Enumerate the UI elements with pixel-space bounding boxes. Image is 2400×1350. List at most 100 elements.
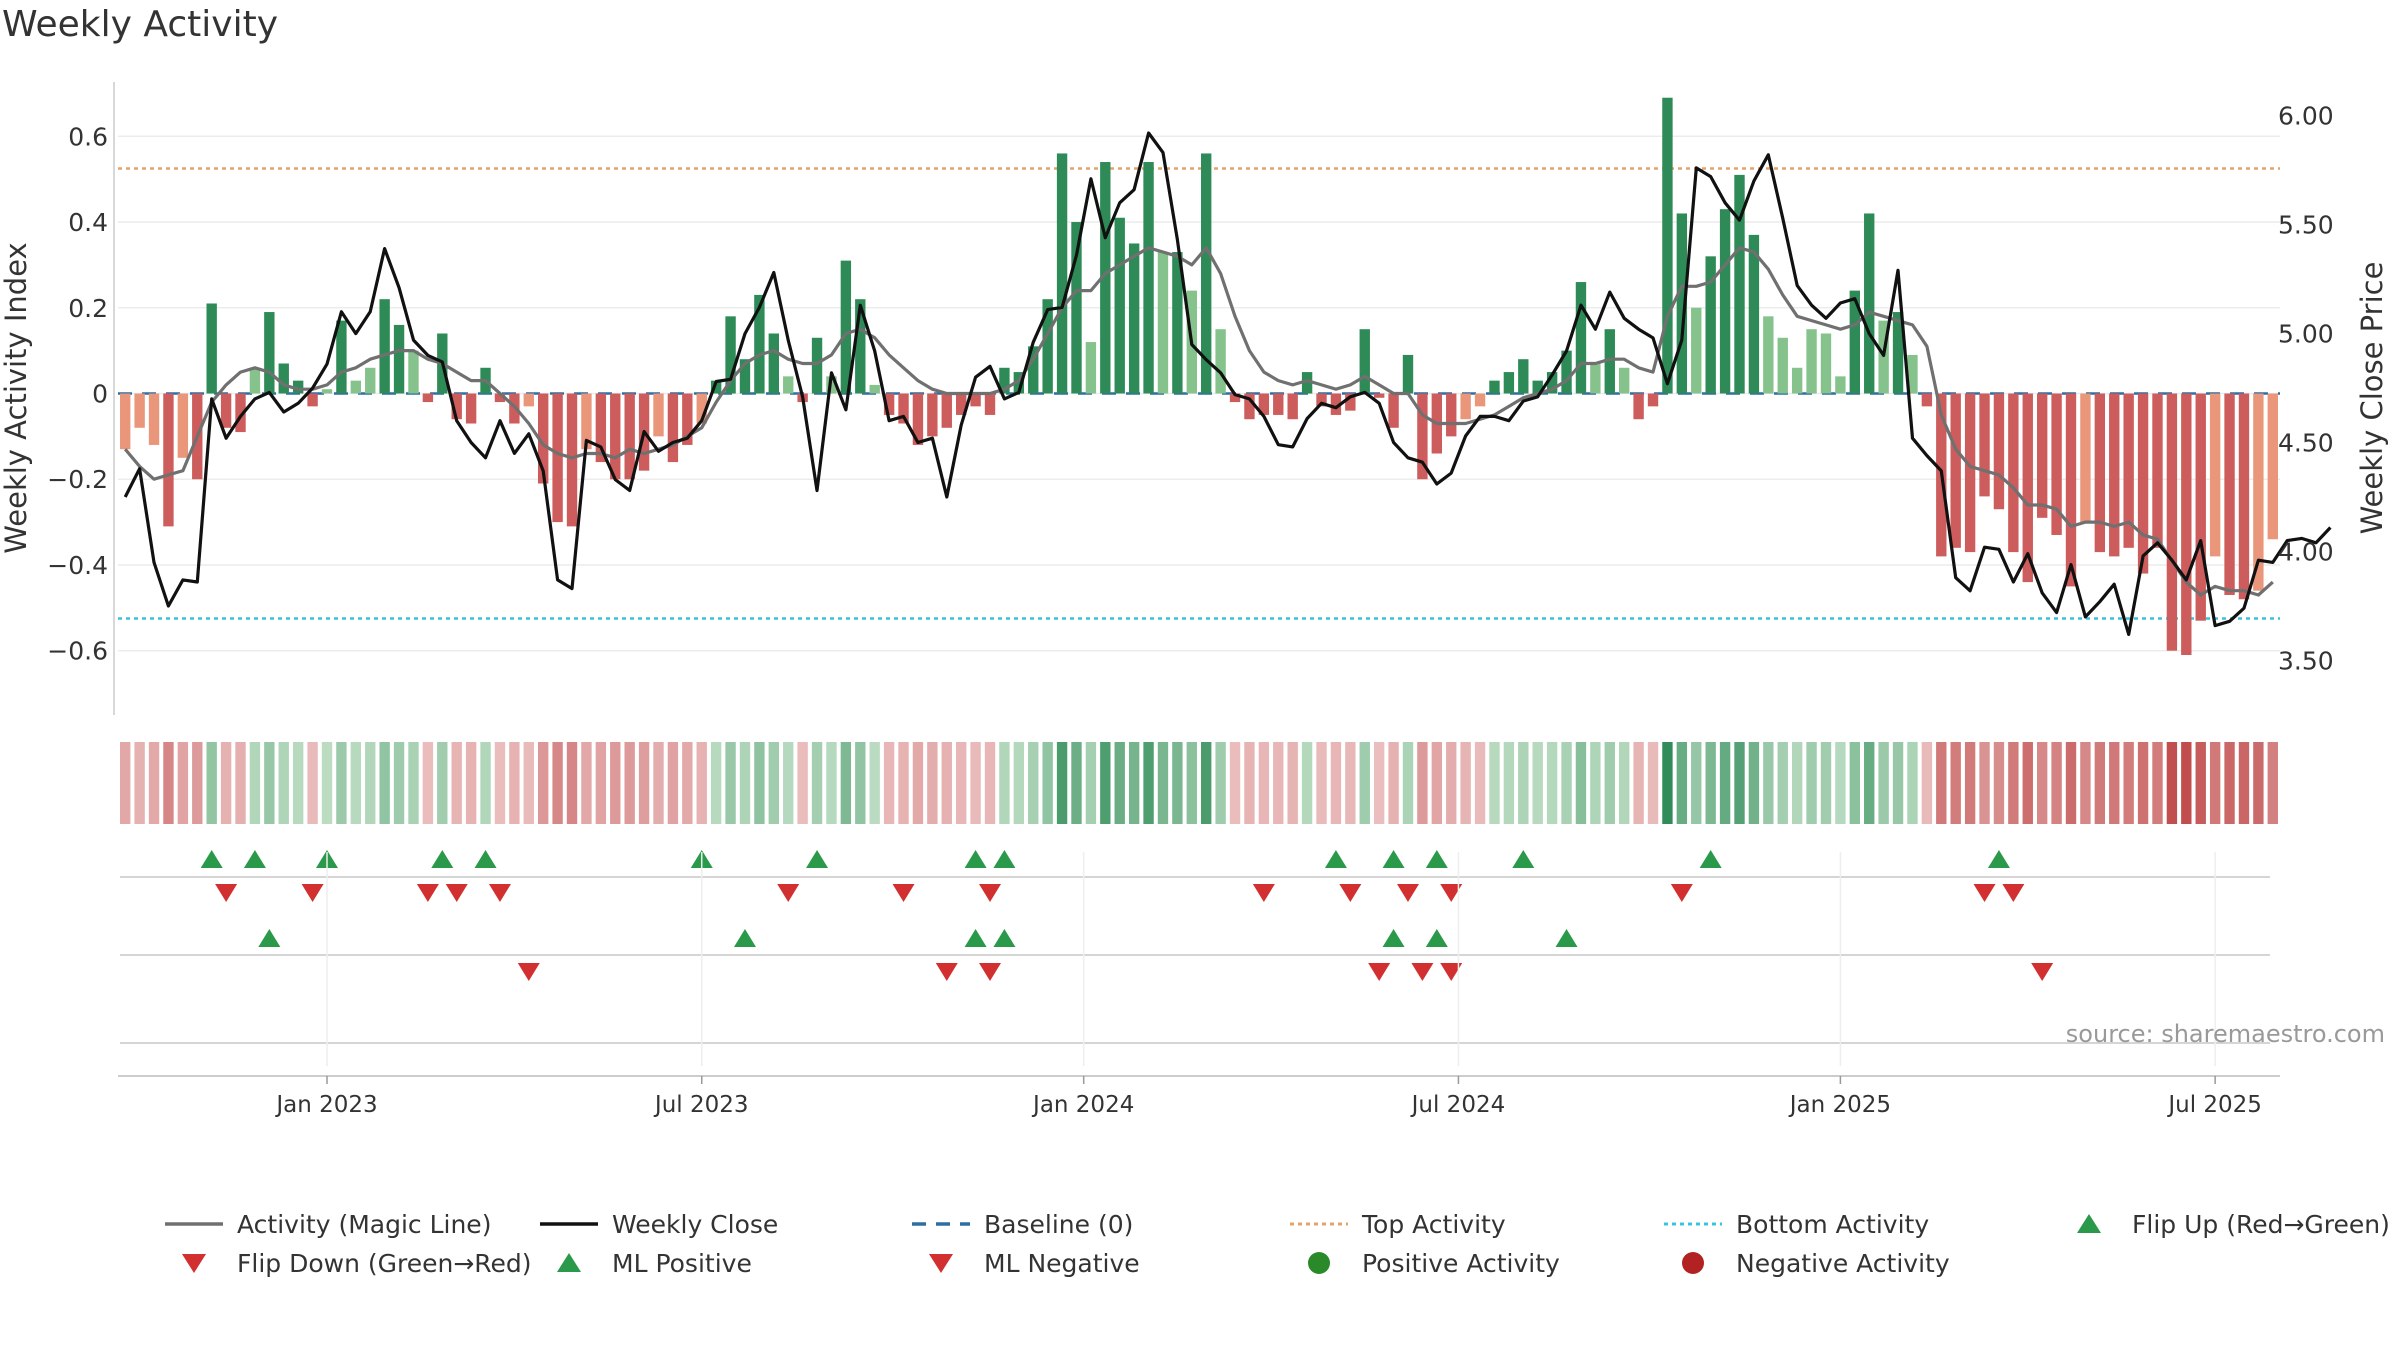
flip-down-marker — [301, 884, 324, 902]
activity-bar — [249, 367, 261, 394]
activity-bar — [1172, 252, 1183, 394]
left-tick-label: 0 — [92, 380, 108, 409]
heat-cell — [581, 742, 592, 824]
heat-cell — [667, 742, 679, 824]
heat-cell — [2036, 742, 2048, 824]
heat-cell — [1128, 742, 1140, 824]
heat-cell — [1806, 742, 1817, 824]
activity-bar — [1388, 393, 1399, 428]
flip-down-marker — [1396, 884, 1419, 902]
flip-down-marker — [445, 884, 468, 902]
activity-bar — [148, 393, 160, 445]
heat-cell — [2253, 742, 2264, 824]
activity-bar — [1878, 320, 1889, 394]
flip-down-marker — [777, 884, 800, 902]
heat-cell — [422, 742, 434, 824]
heat-cell — [1446, 742, 1457, 824]
ml-negative-marker — [1411, 963, 1434, 981]
activity-bar — [1028, 346, 1039, 394]
axes: 0.6 0.4 0.2 0 −0.2 −0.4 −0.6 6.00 5.50 5.00 4.50 4.… — [0, 82, 2389, 715]
activity-bar — [408, 350, 419, 394]
heat-cell — [1676, 742, 1688, 824]
activity-bar — [855, 299, 866, 394]
ml-negative-marker — [935, 963, 958, 981]
heat-cell — [494, 742, 506, 824]
activity-bar — [1417, 393, 1428, 480]
activity-bar — [696, 393, 707, 424]
activity-bar — [970, 393, 981, 407]
left-tick-label: 0.2 — [68, 294, 108, 323]
legend-label: ML Negative — [984, 1249, 1140, 1278]
legend-swatch — [557, 1253, 581, 1272]
activity-bar — [1633, 393, 1644, 420]
activity-bar — [1229, 393, 1241, 403]
legend-item: Baseline (0) — [912, 1210, 1133, 1239]
activity-bar — [1071, 222, 1082, 394]
heat-cell — [984, 742, 996, 824]
heat-cell — [898, 742, 909, 824]
heat-cell — [595, 742, 607, 824]
heat-cell — [725, 742, 736, 824]
legend-item: Weekly Close — [540, 1210, 778, 1239]
activity-bar — [2022, 393, 2033, 583]
activity-bar — [2238, 393, 2250, 600]
activity-bar — [840, 260, 852, 394]
flip-down-marker — [892, 884, 915, 902]
activity-bar — [1820, 333, 1832, 394]
heat-cell — [1647, 742, 1659, 824]
heat-cell — [120, 742, 131, 824]
activity-bar — [1748, 234, 1760, 394]
activity-bar — [1287, 393, 1298, 420]
activity-bar — [725, 316, 736, 394]
heat-cell — [2022, 742, 2033, 824]
heat-cell — [682, 742, 693, 824]
activity-bar — [1864, 213, 1875, 394]
activity-bar — [999, 367, 1010, 394]
heat-cell — [1662, 742, 1673, 824]
activity-bar — [869, 384, 880, 394]
activity-bar — [1676, 213, 1688, 394]
activity-bar — [912, 393, 924, 445]
heat-cell — [465, 742, 477, 824]
legend-item: Positive Activity — [1308, 1249, 1560, 1278]
activity-bar — [1345, 393, 1356, 411]
activity-bar — [379, 299, 390, 394]
activity-bar — [1561, 350, 1572, 394]
weekly-close-series — [123, 131, 2332, 637]
heat-cell — [1604, 742, 1615, 824]
heat-cell — [163, 742, 174, 824]
activity-bar — [1402, 354, 1414, 394]
activity-bar — [1921, 393, 1933, 407]
legend-label: Positive Activity — [1362, 1249, 1560, 1278]
flip-down-marker — [215, 884, 238, 902]
right-tick-label: 4.50 — [2278, 429, 2334, 458]
legend-label: Bottom Activity — [1736, 1210, 1929, 1239]
activity-bar — [898, 393, 909, 424]
heat-cell — [2166, 742, 2178, 824]
heat-cell — [696, 742, 707, 824]
reference-lines — [118, 167, 2280, 620]
legend-label: Activity (Magic Line) — [237, 1210, 491, 1239]
activity-bar — [927, 393, 938, 437]
heat-cell — [710, 742, 722, 824]
flip-down-marker — [1339, 884, 1362, 902]
source-note: source: sharemaestro.com — [2066, 1020, 2385, 1048]
heat-cell — [1056, 742, 1068, 824]
ml-positive-marker — [733, 929, 756, 947]
heat-cell — [1143, 742, 1154, 824]
activity-bar — [134, 393, 145, 428]
heat-cell — [1388, 742, 1399, 824]
activity-bar — [2166, 393, 2178, 651]
heat-cell — [1186, 742, 1197, 824]
heat-cell — [1489, 742, 1500, 824]
flip-up-marker — [474, 850, 497, 868]
flip-down-marker — [2002, 884, 2025, 902]
heat-cell — [1619, 742, 1630, 824]
ml-positive-marker — [964, 929, 987, 947]
flip-down-marker — [1440, 884, 1463, 902]
activity-bar — [1950, 393, 1961, 548]
activity-bar — [667, 393, 679, 463]
legend-item: Top Activity — [1290, 1210, 1506, 1239]
activity-bar — [1100, 162, 1111, 394]
